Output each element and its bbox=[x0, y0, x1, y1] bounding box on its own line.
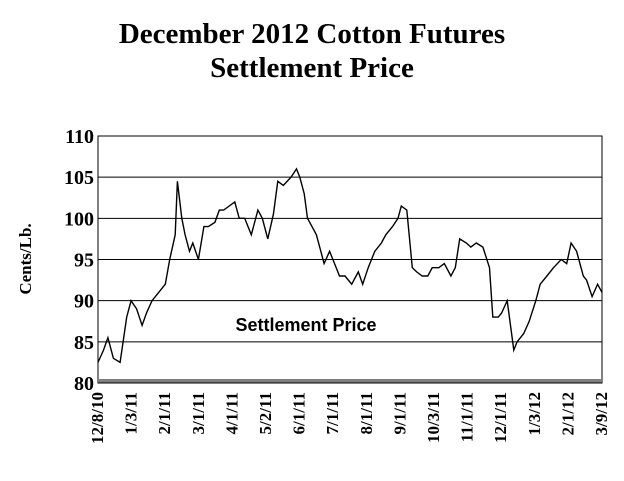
x-tick-label: 4/1/11 bbox=[222, 392, 241, 435]
y-tick-label: 110 bbox=[65, 126, 94, 148]
x-tick-label: 5/2/11 bbox=[256, 392, 275, 435]
x-minor-ticks bbox=[97, 379, 603, 383]
y-tick-label: 100 bbox=[64, 208, 94, 230]
x-tick-label: 11/1/11 bbox=[458, 392, 477, 442]
y-tick-label: 105 bbox=[64, 167, 94, 189]
x-tick-label: 3/9/12 bbox=[592, 392, 611, 435]
y-tick-labels: 80 85 90 95 100 105 110 bbox=[64, 126, 94, 395]
x-tick-label: 2/1/12 bbox=[558, 392, 577, 435]
x-tick-label: 1/3/11 bbox=[122, 392, 141, 435]
x-tick-label: 6/1/11 bbox=[290, 392, 309, 435]
y-axis-label: Cents/Lb. bbox=[16, 223, 35, 294]
x-tick-label: 3/1/11 bbox=[189, 392, 208, 435]
y-tick-label: 90 bbox=[74, 291, 94, 313]
y-tick-label: 95 bbox=[74, 250, 94, 272]
x-tick-labels: 12/8/10 1/3/11 2/1/11 3/1/11 4/1/11 5/2/11 6/1… bbox=[88, 392, 611, 444]
x-tick-label: 7/1/11 bbox=[323, 392, 342, 435]
series-line-settlement-price bbox=[97, 167, 603, 364]
x-tick-label: 2/1/11 bbox=[155, 392, 174, 435]
x-tick-label: 12/8/10 bbox=[88, 392, 107, 444]
x-tick-label: 9/1/11 bbox=[390, 392, 409, 435]
chart-title-line2: Settlement Price bbox=[210, 52, 414, 84]
y-tick-label: 85 bbox=[74, 332, 94, 354]
x-tick-label: 12/1/11 bbox=[491, 392, 510, 443]
gridlines bbox=[98, 176, 602, 343]
chart-title-line1: December 2012 Cotton Futures bbox=[118, 18, 506, 50]
x-tick-label: 8/1/11 bbox=[357, 392, 376, 435]
chart-annotation: Settlement Price bbox=[235, 315, 376, 335]
y-tick-label: 80 bbox=[74, 373, 94, 395]
x-tick-label: 1/3/12 bbox=[525, 392, 544, 435]
x-tick-label: 10/3/11 bbox=[424, 392, 443, 443]
